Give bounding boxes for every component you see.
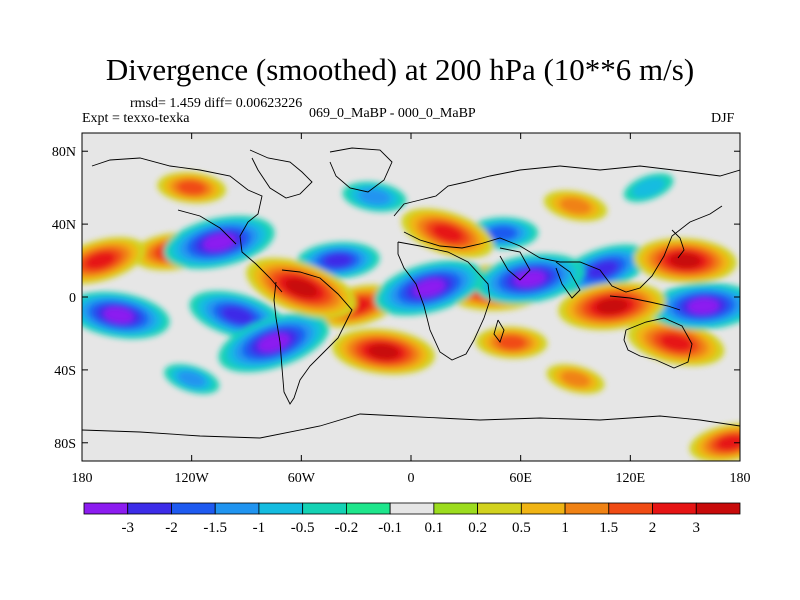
field-blob (413, 279, 445, 297)
field-blob (659, 334, 693, 352)
comparison-label: 069_0_MaBP - 000_0_MaBP (309, 106, 476, 121)
colorbar-box (695, 502, 741, 515)
colorbar-box (477, 502, 522, 515)
stats-label: rmsd= 1.459 diff= 0.00623226 (130, 96, 303, 111)
field-blob (221, 306, 254, 325)
field-blob (203, 233, 235, 251)
field-blob (177, 370, 206, 388)
field-blob (258, 333, 290, 352)
x-tick-label: 180 (72, 471, 93, 486)
colorbar-box (302, 502, 347, 515)
colorbar-label: 1.5 (599, 520, 618, 536)
y-tick-label: 80N (52, 145, 76, 160)
colorbar-label: -3 (121, 520, 134, 536)
colorbar-box (389, 502, 435, 515)
colorbar-box (345, 502, 391, 515)
field-blob (103, 307, 134, 323)
field-blob (716, 435, 740, 451)
field-blob (487, 225, 517, 241)
y-tick-label: 40N (52, 218, 76, 233)
field-blob (85, 251, 116, 270)
field-blob (687, 298, 719, 314)
colorbar-label: -1 (253, 520, 266, 536)
field-blob (670, 253, 701, 269)
y-tick-label: 80S (54, 437, 76, 452)
colorbar: -3 -2 -1.5 -1 -0.5 -0.2 -0.1 0.1 0.2 0.5 1 1.5 2 3 (83, 502, 741, 536)
field-blob (432, 224, 463, 243)
colorbar-label: 0.5 (512, 520, 531, 536)
field-blob (285, 278, 318, 298)
colorbar-label: 0.2 (468, 520, 487, 536)
coastlines (82, 147, 740, 439)
field-blob (358, 188, 391, 205)
colorbar-label: 1 (561, 520, 569, 536)
x-tick-label: 60E (509, 471, 532, 486)
field-blob (496, 335, 527, 350)
colorbar-box (127, 502, 172, 515)
chart-title: Divergence (smoothed) at 200 hPa (10**6 … (105, 52, 695, 87)
field-blob (632, 177, 666, 198)
x-tick-label: 60W (288, 471, 316, 486)
colorbar-label: -0.2 (335, 520, 359, 536)
field-blob (596, 298, 628, 314)
field-blob (177, 180, 206, 195)
colorbar-label: -0.5 (291, 520, 315, 536)
colorbar-box (608, 502, 653, 515)
colorbar-box (258, 502, 304, 515)
colorbar-box (564, 502, 610, 515)
colorbar-label: -2 (165, 520, 178, 536)
x-tick-label: 120E (616, 471, 646, 486)
colorbar-label: -0.1 (378, 520, 402, 536)
field-blob (559, 197, 592, 215)
divergence-field (82, 133, 740, 461)
colorbar-label: 2 (649, 520, 657, 536)
y-tick-label: 40S (54, 364, 76, 379)
field-blob (368, 344, 399, 360)
colorbar-box (83, 502, 129, 515)
colorbar-box (214, 502, 260, 515)
experiment-label: Expt = texxo-texka (82, 111, 190, 126)
field-blob (514, 270, 546, 287)
axes: 180 120W 60W 0 60E 120E 180 80N 40N 0 40S 80S (52, 133, 751, 486)
season-label: DJF (711, 111, 735, 126)
x-tick-label: 0 (408, 471, 415, 486)
x-tick-label: 180 (730, 471, 751, 486)
colorbar-box (520, 502, 566, 515)
field-blob (323, 253, 353, 268)
colorbar-box (171, 502, 216, 515)
field-blob (560, 370, 591, 388)
colorbar-box (652, 502, 697, 515)
x-tick-label: 120W (175, 471, 210, 486)
colorbar-label: 3 (693, 520, 701, 536)
colorbar-box (433, 502, 479, 515)
field-blob (587, 260, 619, 279)
colorbar-label: 0.1 (424, 520, 443, 536)
colorbar-label: -1.5 (203, 520, 227, 536)
y-tick-label: 0 (69, 291, 76, 306)
